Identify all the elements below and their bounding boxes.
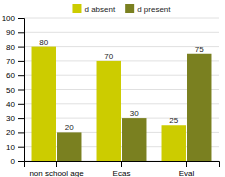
tick: 10 [6,143,24,152]
tick-mark [18,32,24,33]
axis-line [25,162,220,168]
tick-label: 0 [11,157,16,166]
data-label: 20 [65,123,74,132]
tick-mark [121,161,122,167]
tick-label: 20 [6,128,15,137]
plot: 0 10 20 30 40 50 60 70 80 90 100 non school age Ecas… [2,14,220,177]
bars [32,47,212,161]
tick-label: Eval [179,169,195,177]
tick-mark [186,161,187,167]
tick: 60 [6,71,24,80]
bar [97,61,121,161]
tick-mark [18,90,24,91]
tick: 0 [11,157,24,166]
tick-label: 40 [6,100,15,109]
bar [57,132,81,161]
data-label: 30 [130,109,139,118]
tick-label: Ecas [113,169,131,177]
tick-mark [18,75,24,76]
tick-mark [18,47,24,48]
tick: non school age [29,161,84,177]
axis-line [18,19,25,162]
grid-line [24,32,219,33]
legend-item: d present [125,4,171,14]
tick-mark [18,61,24,62]
tick: 30 [6,114,24,123]
tick-label: 80 [6,43,15,52]
tick-label: 50 [6,86,15,95]
tick: Eval [179,161,195,177]
data-label: 80 [39,38,48,47]
legend-swatch [125,4,134,13]
tick: Ecas [113,161,131,177]
tick-label: 90 [6,28,15,37]
tick: 100 [2,14,24,23]
tick-mark [18,147,24,148]
tick-label: non school age [29,169,84,177]
tick: 80 [6,43,24,52]
bar [32,47,56,161]
tick-label: 60 [6,71,15,80]
tick-mark [18,104,24,105]
data-labels: 80 70 25 20 30 75 [39,38,204,133]
tick: 70 [6,57,24,66]
data-label: 75 [195,45,204,54]
bar [162,125,186,161]
tick-label: 10 [6,143,15,152]
y-axis: 0 10 20 30 40 50 60 70 80 90 100 [2,14,25,166]
legend-swatch [72,4,81,13]
tick: 90 [6,28,24,37]
grid-line [24,18,219,19]
data-label: 70 [104,52,113,61]
chart: 0 10 20 30 40 50 60 70 80 90 100 non school age Ecas… [0,0,225,177]
tick: 50 [6,86,24,95]
tick-mark [18,161,24,162]
legend-label: d absent [84,5,115,14]
legend-item: d absent [72,4,115,14]
tick-mark [18,118,24,119]
legend-label: d present [137,5,171,14]
x-axis: non school age Ecas Eval [25,161,220,177]
tick-label: 70 [6,57,15,66]
data-label: 25 [169,116,178,125]
tick-mark [18,132,24,133]
bar [122,118,146,161]
tick-mark [18,18,24,19]
grid [24,18,219,161]
tick-label: 100 [2,14,16,23]
bar [187,54,211,161]
legend: d absent d present [72,4,171,14]
tick: 20 [6,128,24,137]
tick-label: 30 [6,114,15,123]
tick: 40 [6,100,24,109]
tick-mark [56,161,57,167]
